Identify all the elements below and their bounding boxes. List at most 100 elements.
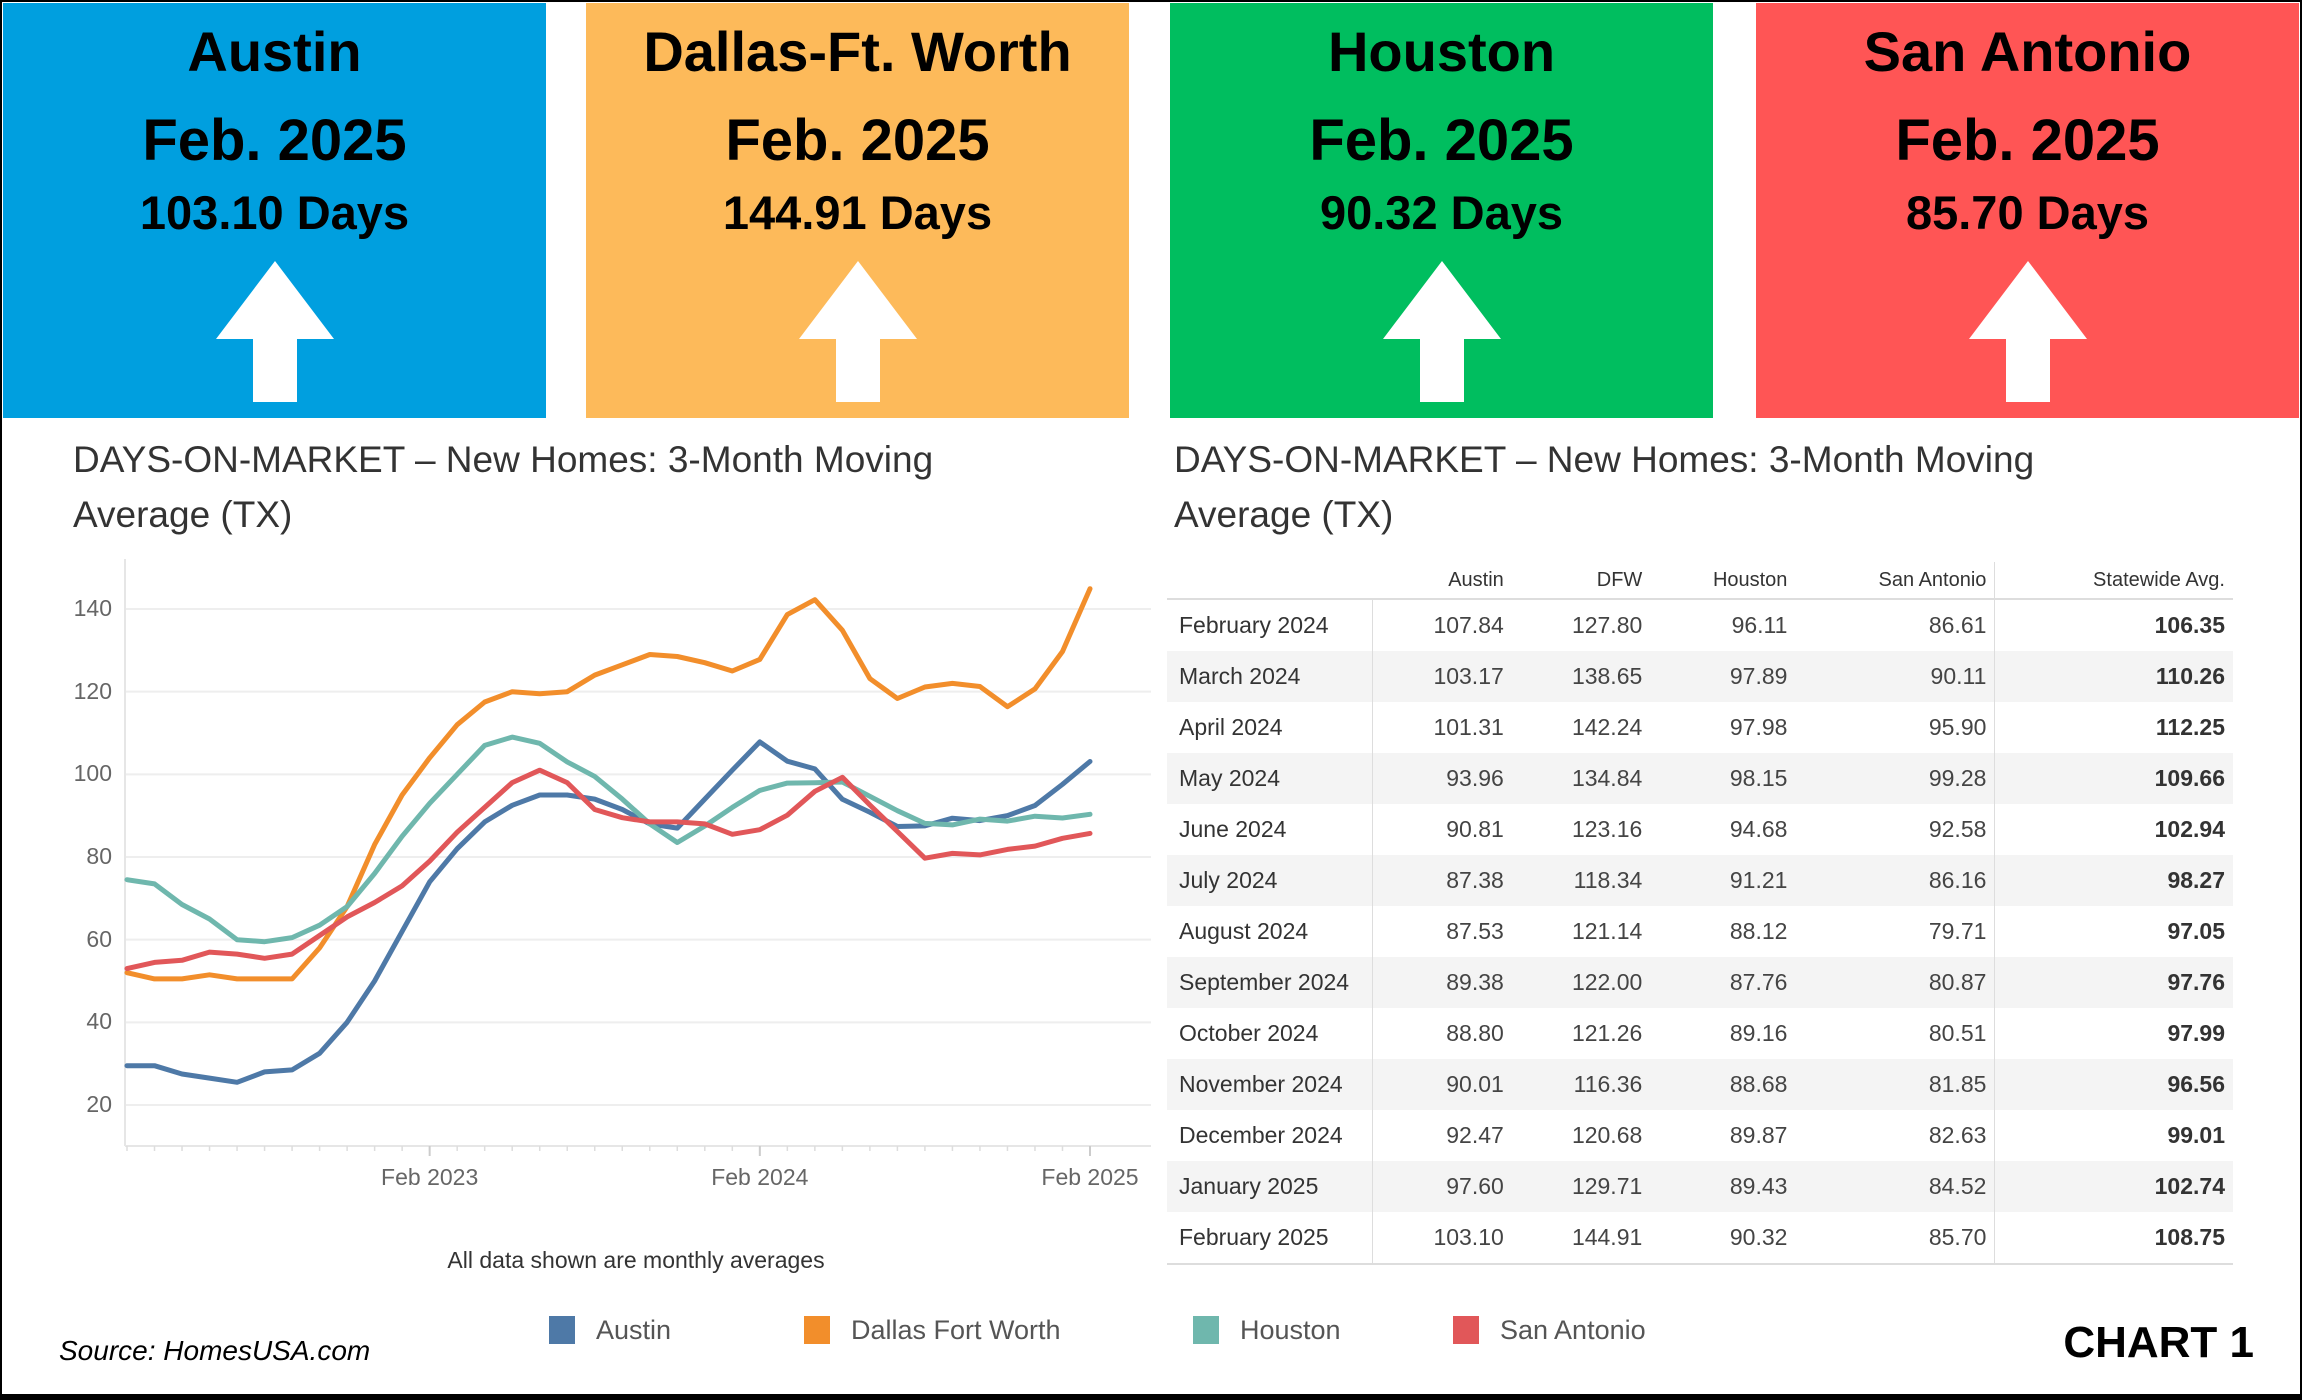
table-cell: 97.60 (1372, 1161, 1512, 1212)
table-cell: 144.91 (1511, 1212, 1651, 1265)
row-label: March 2024 (1167, 651, 1373, 702)
table-cell: 97.89 (1650, 651, 1796, 702)
table-cell: 99.28 (1795, 753, 1995, 804)
arrow-up-icon (798, 261, 917, 402)
table-cell: 121.26 (1571, 1020, 1643, 1046)
table-cell: 116.36 (1511, 1059, 1651, 1110)
column-header: San Antonio (1795, 562, 1995, 600)
table-cell: 109.66 (1994, 753, 2233, 804)
table-cell: 127.80 (1571, 612, 1643, 638)
table-cell: 88.68 (1650, 1059, 1796, 1110)
table-cell: 98.15 (1650, 753, 1796, 804)
legend-item: Houston (1193, 1313, 1341, 1347)
column-header: Statewide Avg. (1994, 562, 2233, 600)
row-label: October 2024 (1167, 1008, 1373, 1059)
table-cell: 97.76 (1994, 957, 2233, 1008)
table-cell: 90.32 (1650, 1212, 1796, 1265)
table-row: February 2025 103.10 144.91 90.32 85.70 108.7… (1167, 1212, 2233, 1265)
panel-city: San Antonio (1863, 20, 2192, 83)
table-cell: 79.71 (1928, 918, 1987, 944)
kpi-panel-3: San Antonio Feb. 2025 85.70 Days (1756, 3, 2299, 418)
table-cell: 91.21 (1650, 855, 1796, 906)
panel-city: Austin (187, 20, 362, 83)
row-label: November 2024 (1167, 1059, 1373, 1110)
table-cell: 103.17 (1372, 651, 1512, 702)
table-cell: 102.94 (1994, 804, 2233, 855)
arrow-up-icon (1968, 261, 2087, 402)
row-label: June 2024 (1167, 804, 1373, 855)
table-cell: 90.01 (1372, 1059, 1512, 1110)
panel-month: Feb. 2025 (1309, 108, 1574, 173)
table-row: November 2024 90.01 116.36 88.68 81.85 96.56 (1167, 1059, 2233, 1110)
table-cell: 88.12 (1729, 918, 1788, 944)
panel-days: 85.70 Days (1905, 186, 2150, 239)
legend-label: San Antonio (1500, 1314, 1646, 1345)
table-cell: 88.80 (1446, 1020, 1504, 1046)
table-row: September 2024 89.38 122.00 87.76 80.87 97.76 (1167, 957, 2233, 1008)
table-cell: 95.90 (1928, 714, 1987, 740)
table-cell: 94.68 (1729, 816, 1788, 842)
row-label: August 2024 (1167, 906, 1373, 957)
table-row: April 2024 101.31 142.24 97.98 95.90 112.25 (1167, 702, 2233, 753)
y-tick-label: 100 (73, 760, 112, 787)
data-table: Austin DFW Houston San Antonio Statewide Avg… (1167, 562, 2233, 1265)
table-title: DAYS-ON-MARKET – New Homes: 3-Month Movi… (1174, 439, 2035, 535)
table-cell: 80.51 (1928, 1020, 1987, 1046)
legend-swatch (804, 1316, 830, 1344)
table-cell: 97.99 (1994, 1008, 2233, 1059)
column-header: Austin (1372, 562, 1512, 600)
table-cell: 90.11 (1795, 651, 1995, 702)
table-cell: 84.52 (1795, 1161, 1995, 1212)
x-tick-label: Feb 2024 (711, 1164, 809, 1190)
table-cell: 110.26 (1994, 651, 2233, 702)
y-tick-label: 60 (86, 925, 112, 952)
table-cell: 86.16 (1795, 855, 1995, 906)
table-cell: 89.43 (1650, 1161, 1796, 1212)
row-label: February 2025 (1167, 1212, 1373, 1265)
row-label: January 2025 (1167, 1161, 1373, 1212)
panel-month: Feb. 2025 (142, 108, 407, 173)
table-cell: 103.10 (1372, 1212, 1512, 1265)
table-cell: 87.76 (1650, 957, 1796, 1008)
panel-city: Dallas-Ft. Worth (643, 20, 1072, 83)
table-row: February 2024 107.84 127.80 96.11 86.61 106.3… (1167, 599, 2233, 651)
y-tick-label: 140 (73, 595, 112, 621)
panel-days: 90.32 Days (1319, 186, 1564, 239)
column-header: DFW (1511, 562, 1651, 600)
table-cell: 121.14 (1571, 918, 1643, 944)
table-cell: 81.85 (1795, 1059, 1995, 1110)
row-label: April 2024 (1167, 702, 1373, 753)
series-line-dallas-fort-worth (124, 586, 1093, 982)
table-cell: 120.68 (1571, 1122, 1643, 1148)
table-cell: 102.74 (1994, 1161, 2233, 1212)
table-cell: 108.75 (1994, 1212, 2233, 1265)
table-cell: 142.24 (1571, 714, 1643, 740)
column-header (1167, 562, 1373, 600)
table-cell: 107.84 (1433, 612, 1504, 638)
kpi-panel-0: Austin Feb. 2025 103.10 Days (3, 3, 546, 418)
table-cell: 97.05 (1994, 906, 2233, 957)
legend-label: Dallas Fort Worth (851, 1314, 1061, 1345)
row-label: December 2024 (1167, 1110, 1373, 1161)
arrow-up-icon (215, 261, 334, 402)
legend-item: San Antonio (1453, 1313, 1646, 1347)
kpi-panel-2: Houston Feb. 2025 90.32 Days (1170, 3, 1713, 418)
table-row: January 2025 97.60 129.71 89.43 84.52 102.74 (1167, 1161, 2233, 1212)
table-cell: 138.65 (1511, 651, 1651, 702)
table-cell: 87.53 (1446, 918, 1504, 944)
series-line-san-antonio (124, 767, 1093, 972)
table-cell: 89.87 (1729, 1122, 1788, 1148)
source-text: Source: HomesUSA.com (59, 1335, 371, 1366)
arrow-up-icon (1382, 261, 1501, 402)
table-cell: 82.63 (1928, 1122, 1987, 1148)
legend-swatch (549, 1316, 575, 1344)
chart-title: DAYS-ON-MARKET – New Homes: 3-Month Movi… (73, 439, 934, 535)
table-cell: 96.56 (1994, 1059, 2233, 1110)
table-cell: 106.35 (1994, 599, 2233, 651)
y-tick-label: 40 (86, 1008, 112, 1035)
column-header: Houston (1650, 562, 1796, 600)
y-tick-label: 20 (86, 1091, 112, 1117)
panel-month: Feb. 2025 (1895, 108, 2160, 173)
